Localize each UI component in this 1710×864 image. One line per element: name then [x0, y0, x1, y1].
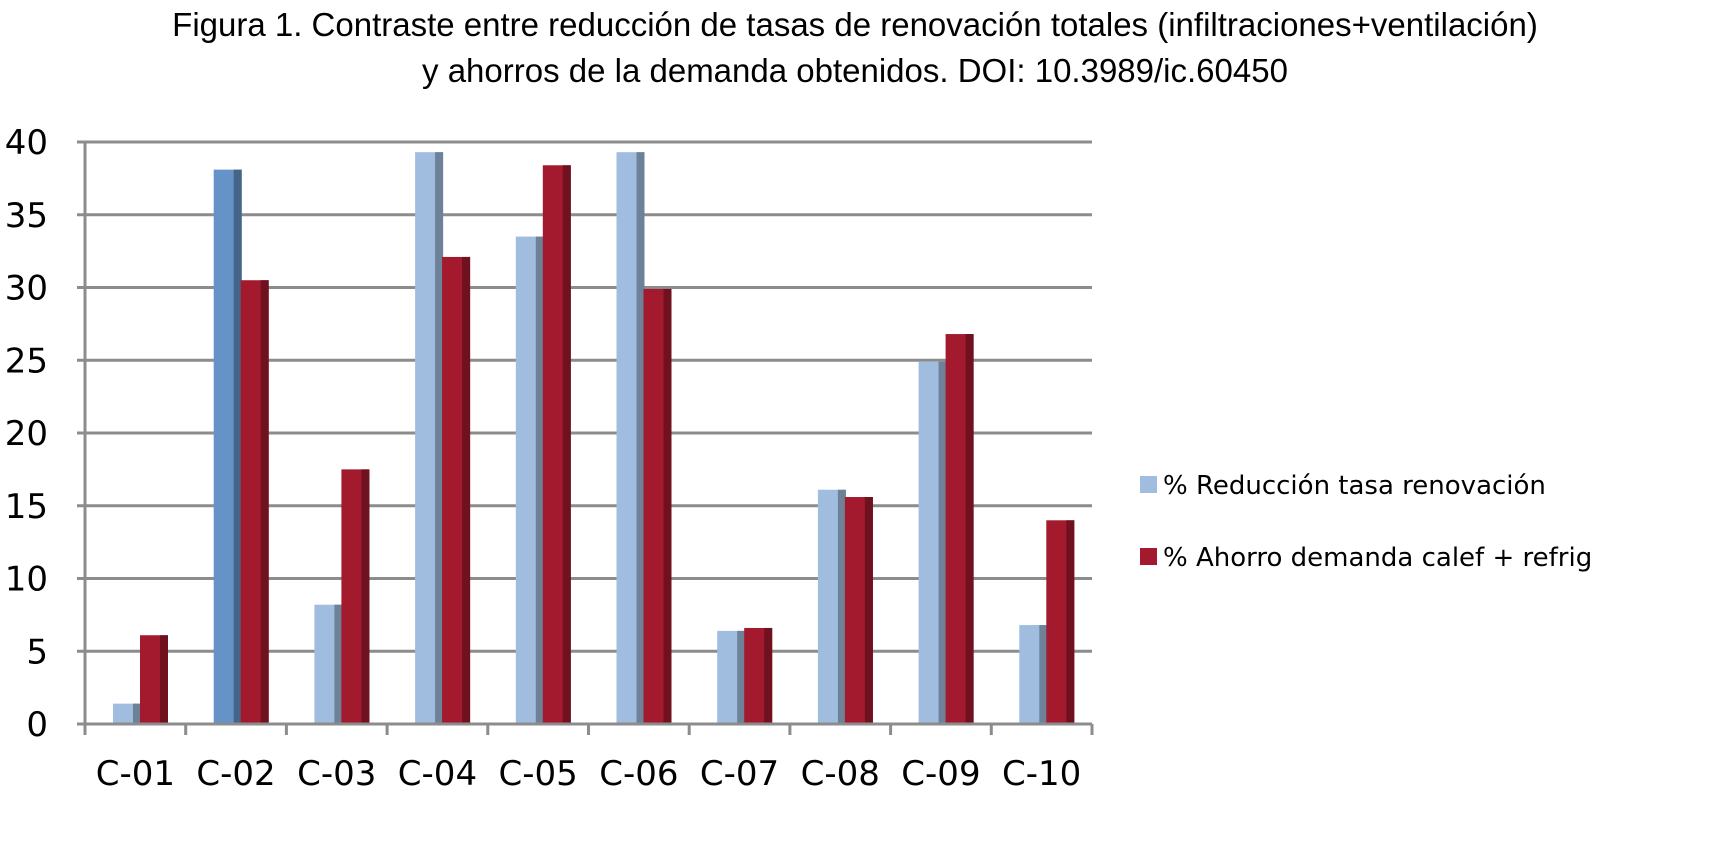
bar-C-04-series-1	[415, 152, 444, 724]
bar-C-02-series-1	[213, 169, 242, 724]
bar-C-10-series-2	[1046, 520, 1075, 724]
legend-item-1: % Reducción tasa renovación	[1140, 471, 1546, 501]
y-tick-label: 5	[26, 632, 48, 672]
legend-swatch	[1140, 476, 1157, 493]
x-tick-label: C-09	[901, 754, 980, 794]
x-tick-label: C-07	[700, 754, 779, 794]
bar-C-06-series-2	[643, 288, 672, 724]
bar-C-05-series-2	[542, 165, 571, 724]
bar-C-07-series-2	[744, 627, 773, 724]
bar-C-06-series-1	[616, 152, 645, 724]
y-tick-label: 10	[5, 560, 48, 600]
legend-label: % Reducción tasa renovación	[1163, 471, 1546, 501]
bar-C-08-series-1	[817, 489, 846, 724]
bar-C-02-series-2	[240, 280, 269, 724]
x-tick-label: C-05	[499, 754, 578, 794]
y-tick-label: 30	[5, 269, 48, 309]
bar-C-05-series-1	[515, 236, 544, 724]
y-tick-label: 0	[26, 705, 48, 745]
y-tick-label: 35	[5, 196, 48, 236]
legend-label: % Ahorro demanda calef + refrig	[1163, 543, 1592, 573]
bar-C-01-series-1	[113, 703, 141, 724]
bar-C-03-series-2	[341, 469, 370, 724]
x-tick-label: C-03	[297, 754, 376, 794]
x-tick-label: C-10	[1002, 754, 1081, 794]
bars	[113, 152, 1075, 724]
bar-C-04-series-2	[442, 256, 471, 724]
chart-title-line-2: y ahorros de la demanda obtenidos. DOI: …	[422, 52, 1288, 89]
bar-C-03-series-1	[314, 604, 343, 724]
x-tick-label: C-08	[801, 754, 880, 794]
legend-swatch	[1140, 548, 1157, 565]
axes: 0 5 10 15 20 25 30 35 40 C-01 C-02 C-03 C-04 C-05 C-06…	[5, 123, 1094, 794]
x-tick-label: C-06	[599, 754, 678, 794]
legend-item-2: % Ahorro demanda calef + refrig	[1140, 543, 1592, 573]
x-tick-label: C-02	[196, 754, 275, 794]
y-tick-label: 15	[5, 487, 48, 527]
bar-C-08-series-2	[844, 497, 873, 724]
x-tick-label: C-04	[398, 754, 477, 794]
bar-C-01-series-2	[140, 635, 168, 724]
chart-title: Figura 1. Contraste entre reducción de t…	[0, 2, 1710, 94]
bar-C-07-series-1	[717, 630, 746, 724]
chart-title-line-1: Figura 1. Contraste entre reducción de t…	[172, 6, 1538, 43]
bar-C-09-series-2	[945, 334, 974, 724]
y-tick-label: 25	[5, 341, 48, 381]
y-tick-label: 40	[5, 123, 48, 163]
bar-C-09-series-1	[918, 361, 947, 724]
x-tick-label: C-01	[96, 754, 175, 794]
y-tick-label: 20	[5, 414, 48, 454]
legend: % Reducción tasa renovación % Ahorro dema…	[1140, 471, 1592, 573]
bar-C-10-series-1	[1019, 625, 1048, 724]
